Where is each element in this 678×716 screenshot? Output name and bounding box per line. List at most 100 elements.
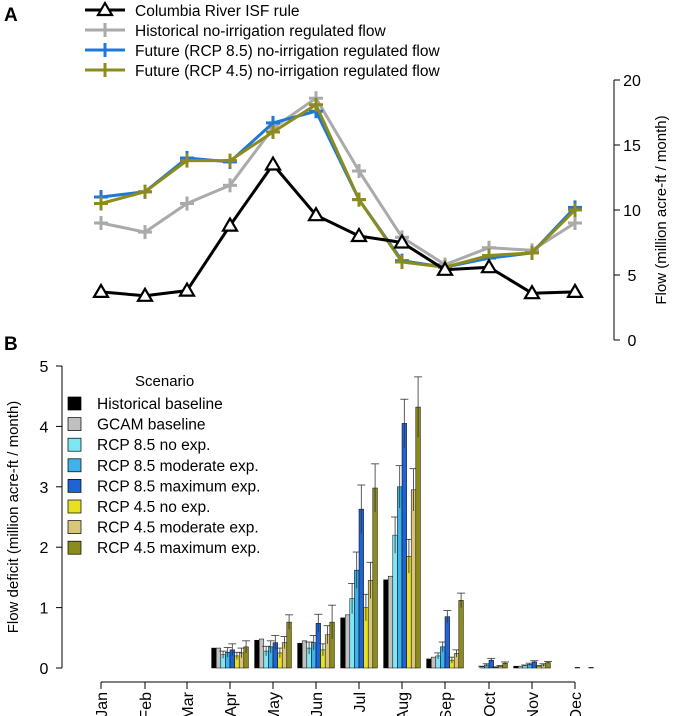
panel-a-label: A xyxy=(4,5,18,26)
bar-historical-baseline xyxy=(211,647,217,669)
legend-triangle xyxy=(96,0,114,17)
bar-historical-baseline xyxy=(254,639,260,669)
data-point-triangle xyxy=(178,281,196,297)
bar-historical-baseline xyxy=(383,579,389,669)
legend-item-rcp-4-5-moderate-exp: RCP 4.5 moderate exp. xyxy=(67,520,259,537)
panel-b-x-tick-label: Nov xyxy=(525,692,542,716)
bar-group-may xyxy=(254,614,294,669)
data-point-plus xyxy=(138,225,152,240)
data-point-triangle xyxy=(393,233,411,249)
series-line xyxy=(100,103,577,269)
bar-historical-baseline xyxy=(426,658,432,669)
bar-rcp-4-5-maximum-exp xyxy=(372,487,378,669)
legend-label: Future (RCP 8.5) no-irrigation regulated… xyxy=(135,43,440,60)
bar-rcp-8-5-maximum-exp xyxy=(401,423,407,669)
legend-swatch xyxy=(67,396,82,411)
panel-b-y-tick-label: 5 xyxy=(40,359,49,376)
data-point-plus xyxy=(352,164,366,178)
error-bar xyxy=(357,484,366,534)
bar-group-jul xyxy=(340,463,380,669)
data-point-plus xyxy=(395,255,409,269)
panel-b-legend-title: Scenario xyxy=(135,373,194,390)
error-bar xyxy=(314,613,323,633)
error-bar xyxy=(501,661,510,665)
bar-gcam-baseline xyxy=(387,575,394,669)
error-bar xyxy=(530,660,539,664)
data-point-plus xyxy=(94,196,108,211)
data-point-triangle xyxy=(221,216,239,232)
panel-b-y-tick-label: 3 xyxy=(40,480,49,497)
error-bar xyxy=(400,398,409,448)
bar-rcp-8-5-no-exp xyxy=(392,534,398,669)
legend-item-rcp-4-5-no-exp: RCP 4.5 no exp. xyxy=(67,499,210,516)
panel-b-x-tick-label: Jul xyxy=(352,692,369,712)
legend-item-future-rcp-4-5-no-irrigation-regulated-flow: Future (RCP 4.5) no-irrigation regulated… xyxy=(85,63,440,80)
data-point-plus xyxy=(525,245,539,260)
bar-historical-baseline xyxy=(297,642,303,669)
data-point-plus xyxy=(352,192,366,207)
panel-b-y-tick-label: 4 xyxy=(40,419,49,436)
bar-rcp-8-5-moderate-exp xyxy=(397,486,403,669)
bar-rcp-8-5-maximum-exp xyxy=(444,616,450,669)
panel-b-ylabel: Flow deficit (million acre-ft / month) xyxy=(5,401,22,634)
legend-swatch xyxy=(67,479,82,493)
legend-swatch xyxy=(67,499,82,514)
bar-rcp-4-5-maximum-exp xyxy=(458,600,464,669)
bar-group-apr xyxy=(211,640,251,669)
legend-label: RCP 8.5 maximum exp. xyxy=(97,478,260,495)
data-point-plus xyxy=(223,153,237,168)
panel-b: B 0 1 2 3 4 5 Jan Feb Mar Apr May Jun Jul Aug Sep Oct No… xyxy=(4,334,594,716)
error-bar xyxy=(242,640,251,653)
data-point-triangle xyxy=(350,226,368,243)
legend-item-rcp-4-5-maximum-exp: RCP 4.5 maximum exp. xyxy=(67,540,260,557)
panel-b-y-tick-label: 0 xyxy=(40,661,49,678)
data-point-triangle xyxy=(136,286,154,302)
data-point-triangle xyxy=(264,155,282,171)
data-point-plus xyxy=(180,153,194,168)
panel-a-y-tick-label: 15 xyxy=(623,138,641,155)
error-bar xyxy=(328,604,337,640)
legend-label: RCP 8.5 no exp. xyxy=(97,437,210,454)
panel-b-x-tick-label: May xyxy=(266,692,283,716)
data-point-plus xyxy=(180,196,194,211)
legend-label: GCAM baseline xyxy=(97,417,206,434)
data-point-triangle xyxy=(307,206,325,222)
panel-b-x-tick-label: Oct xyxy=(482,691,499,716)
bar-historical-baseline xyxy=(513,665,519,669)
data-point-triangle xyxy=(480,258,498,274)
data-point-plus xyxy=(266,125,280,139)
legend-swatch xyxy=(67,437,82,452)
panel-b-x-tick-label: Jun xyxy=(309,692,326,716)
legend-label: Historical no-irrigation regulated flow xyxy=(135,23,387,40)
panel-b-y-tick-label: 2 xyxy=(40,540,49,557)
bar-gcam-baseline xyxy=(517,665,524,669)
error-bar xyxy=(223,647,232,658)
legend-item-rcp-8-5-moderate-exp: RCP 8.5 moderate exp. xyxy=(67,458,259,475)
bar-gcam-baseline xyxy=(344,614,351,669)
series-columbia-river-isf-rule xyxy=(92,155,584,302)
legend-swatch xyxy=(67,417,82,431)
series-line xyxy=(100,163,576,298)
error-bar xyxy=(371,463,380,513)
data-point-plus xyxy=(138,184,152,199)
error-bar xyxy=(487,657,496,662)
data-point-triangle xyxy=(92,282,110,298)
error-bar xyxy=(232,651,241,660)
panel-b-y-tick-label: 1 xyxy=(40,601,49,618)
panel-b-label: B xyxy=(4,334,18,355)
data-point-triangle xyxy=(436,260,454,276)
error-bar xyxy=(305,641,314,655)
legend-label: RCP 8.5 moderate exp. xyxy=(97,458,259,475)
panel-b-x-tick-label: Mar xyxy=(180,691,197,716)
bar-historical-baseline xyxy=(340,617,346,669)
bar-group-sep xyxy=(426,592,466,669)
series-historical-no-irrigation-regulated-flow xyxy=(94,91,582,272)
series-future-rcp-4-5-no-irrigation-regulated-flow xyxy=(94,97,582,275)
legend-item-historical-baseline: Historical baseline xyxy=(67,396,223,413)
bar-group-oct xyxy=(478,657,510,669)
data-point-plus xyxy=(568,216,582,230)
legend-item-rcp-8-5-maximum-exp: RCP 8.5 maximum exp. xyxy=(67,478,260,495)
error-bar xyxy=(443,610,452,623)
data-point-plus xyxy=(568,203,582,217)
legend-label: Columbia River ISF rule xyxy=(135,3,300,20)
